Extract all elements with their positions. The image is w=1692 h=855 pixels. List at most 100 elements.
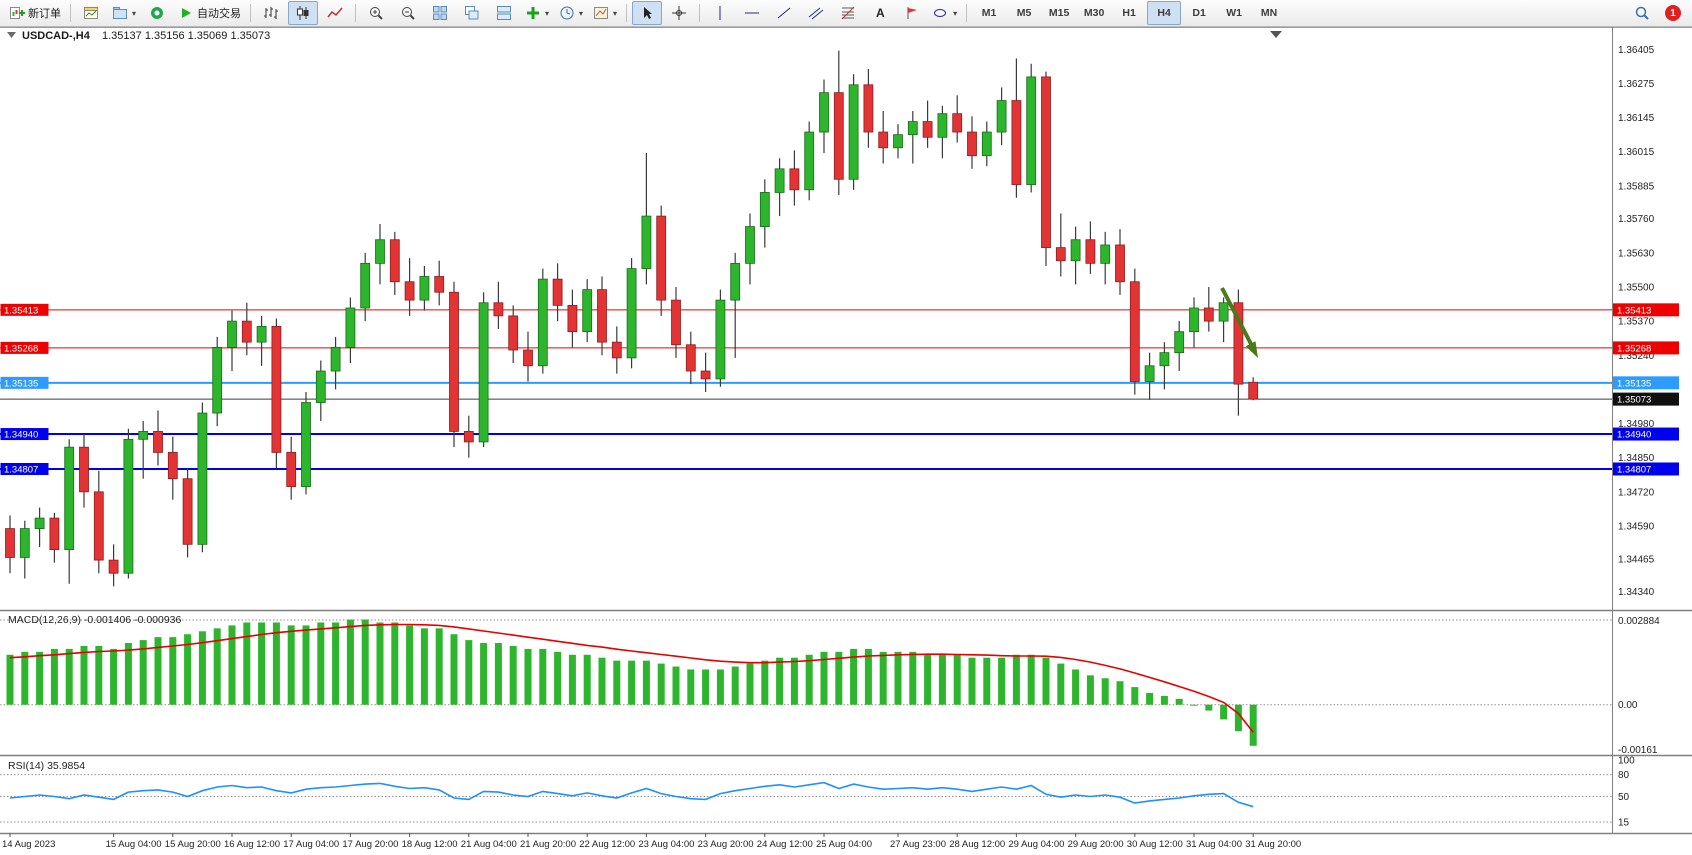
candle (641, 153, 652, 285)
vertical-line-tool-button[interactable] (705, 1, 735, 25)
candle (1144, 352, 1155, 400)
macd-bar (332, 622, 340, 705)
candle (774, 158, 785, 217)
time-tick: 14 Aug 2023 (2, 839, 55, 850)
candle (996, 87, 1007, 146)
candle (1115, 229, 1125, 295)
candle (449, 281, 459, 448)
templates-button[interactable]: ▾ (589, 1, 621, 25)
timeframe-group: M1 M5 M15 M30 H1 H4 D1 W1 MN (972, 1, 1286, 25)
candle (1070, 226, 1081, 285)
rsi-scale-tick: 100 (1618, 756, 1635, 767)
tf-button-M5[interactable]: M5 (1016, 7, 1032, 19)
text-tool-button[interactable]: A (865, 1, 895, 25)
autotrading-button[interactable]: 自动交易 (174, 1, 245, 25)
candle (493, 281, 504, 330)
candle (878, 111, 889, 164)
candle (789, 150, 800, 206)
text-icon: A (876, 6, 885, 20)
crosshair-button[interactable] (664, 1, 694, 25)
candle (64, 439, 75, 584)
new-order-label: 新订单 (28, 8, 61, 20)
macd-bar (406, 625, 414, 705)
time-tick: 31 Aug 04:00 (1186, 839, 1242, 850)
arrow-annotation[interactable] (1220, 287, 1258, 358)
fibonacci-tool-button[interactable] (833, 1, 863, 25)
one-click-trading-toggle[interactable] (7, 32, 16, 38)
macd-bar (198, 631, 206, 705)
zoom-in-button[interactable] (361, 1, 391, 25)
tile-windows-button[interactable] (425, 1, 455, 25)
label-tool-button[interactable] (897, 1, 927, 25)
community-button[interactable] (142, 1, 172, 25)
new-order-icon (10, 7, 25, 19)
indicators-button[interactable]: ▾ (521, 1, 553, 25)
new-chart-button[interactable] (76, 1, 106, 25)
price-tick: 1.35885 (1618, 181, 1655, 192)
zoom-out-button[interactable] (393, 1, 423, 25)
time-tick: 23 Aug 20:00 (698, 839, 754, 850)
macd-bar (139, 640, 147, 705)
tf-button-H1[interactable]: H1 (1122, 7, 1136, 19)
horizontal-line-tool-button[interactable] (737, 1, 767, 25)
channel-tool-button[interactable] (801, 1, 831, 25)
candle (182, 468, 193, 558)
chart-shift-marker[interactable] (1270, 31, 1282, 38)
macd-bar (776, 657, 784, 705)
zoom-in-icon (370, 7, 383, 20)
candle (108, 544, 119, 587)
tf-button-M30[interactable]: M30 (1083, 7, 1105, 19)
svg-text:1.34940: 1.34940 (4, 430, 38, 441)
macd-bar (287, 625, 295, 705)
time-tick: 23 Aug 04:00 (638, 839, 694, 850)
macd-bar (1072, 669, 1080, 705)
price-tick: 1.35370 (1618, 317, 1655, 328)
line-chart-mode-button[interactable] (320, 1, 350, 25)
candle (315, 360, 326, 421)
tf-button-M15[interactable]: M15 (1048, 7, 1070, 19)
macd-bar (850, 648, 858, 705)
svg-text:1.35135: 1.35135 (4, 378, 38, 389)
tf-button-H4[interactable]: H4 (1147, 1, 1182, 25)
candle (389, 231, 400, 295)
new-order-button[interactable]: 新订单 (5, 1, 65, 25)
macd-bar (1160, 695, 1168, 705)
candlestick-mode-button[interactable] (288, 1, 319, 25)
tf-button-MN[interactable]: MN (1260, 7, 1278, 19)
toolbar-separator (250, 4, 252, 22)
candle (345, 297, 356, 364)
macd-scale-tick: 0.002884 (1618, 616, 1660, 627)
tf-button-W1[interactable]: W1 (1226, 7, 1242, 19)
macd-bar (435, 628, 443, 705)
bar-chart-mode-button[interactable] (256, 1, 286, 25)
candle (819, 79, 829, 154)
candle (730, 252, 741, 358)
cascade-windows-button[interactable] (457, 1, 487, 25)
macd-bar (95, 645, 103, 705)
profiles-button[interactable]: ▾ (108, 1, 140, 25)
candle (123, 428, 134, 579)
tf-button-M1[interactable]: M1 (981, 7, 997, 19)
macd-label: MACD(12,26,9) -0.001406 -0.000936 (8, 614, 182, 626)
notification-badge[interactable]: 1 (1665, 5, 1681, 21)
shapes-tool-button[interactable]: ▾ (929, 1, 961, 25)
search-button[interactable] (1627, 1, 1657, 25)
macd-signal-line (9, 623, 1254, 733)
candle (907, 111, 918, 164)
price-tag-left: 1.34940 (0, 428, 49, 441)
macd-bar (554, 651, 562, 705)
price-tick: 1.36405 (1618, 45, 1655, 56)
tf-button-D1[interactable]: D1 (1192, 7, 1206, 19)
trendline-tool-button[interactable] (769, 1, 799, 25)
macd-bar (110, 648, 118, 705)
cursor-button[interactable] (632, 1, 663, 25)
periods-button[interactable]: ▾ (555, 1, 587, 25)
candle (804, 121, 815, 201)
candle (597, 276, 607, 356)
price-tick: 1.34340 (1618, 587, 1655, 598)
candle (567, 289, 578, 348)
arrange-windows-button[interactable] (489, 1, 519, 25)
macd-bar (228, 625, 236, 705)
